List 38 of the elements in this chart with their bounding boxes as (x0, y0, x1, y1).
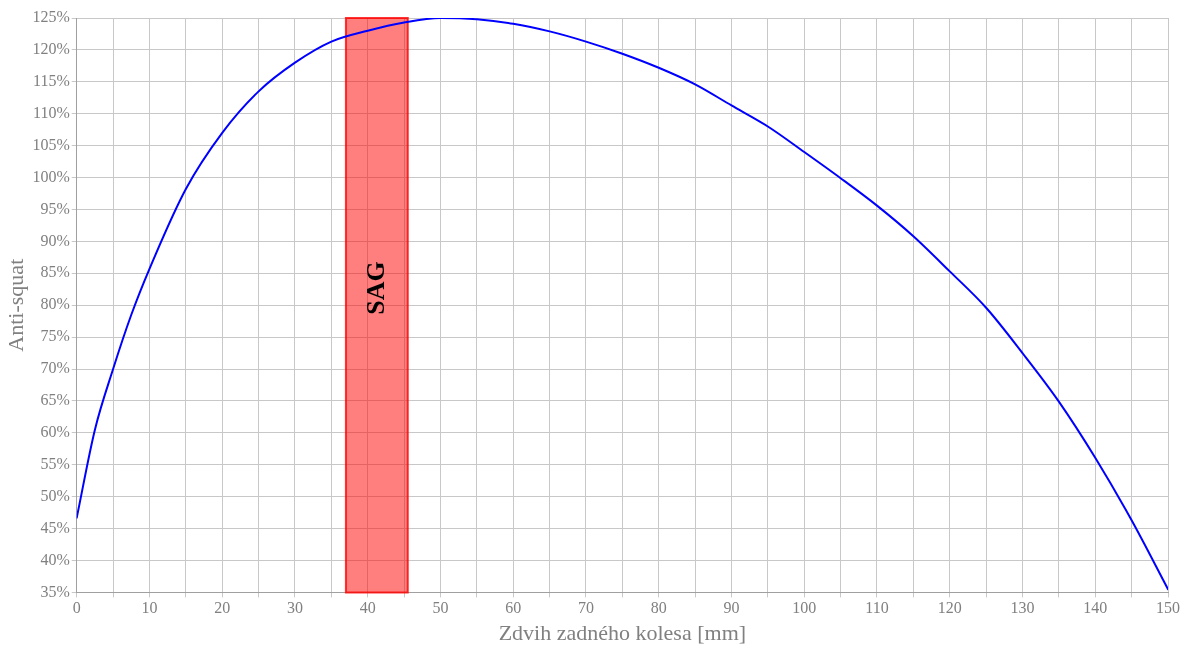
x-tick-label: 40 (359, 599, 376, 617)
y-tick-label: 45% (40, 518, 70, 536)
x-tick-label: 70 (577, 599, 594, 617)
x-tick-label: 110 (865, 599, 889, 617)
x-tick-label: 140 (1083, 599, 1108, 617)
y-tick-label: 100% (32, 167, 70, 185)
y-tick-label: 55% (40, 454, 70, 472)
y-tick-label: 60% (40, 423, 70, 441)
y-tick-label: 125% (32, 8, 70, 26)
y-tick-label: 75% (40, 327, 70, 345)
x-tick-label: 30 (286, 599, 303, 617)
y-tick-label: 70% (40, 359, 70, 377)
y-tick-label: 80% (40, 295, 70, 313)
x-tick-label: 20 (214, 599, 231, 617)
y-tick-label: 95% (40, 199, 70, 217)
x-axis-title: Zdvih zadného kolesa [mm] (498, 619, 747, 645)
x-tick-label: 90 (723, 599, 740, 617)
x-tick-label: 150 (1156, 599, 1180, 617)
y-tick-label: 105% (32, 135, 70, 153)
x-tick-label: 60 (505, 599, 522, 617)
y-tick-label: 35% (40, 582, 70, 600)
y-tick-label: 65% (40, 391, 70, 409)
x-tick-label: 100 (792, 599, 817, 617)
y-tick-label: 110% (32, 103, 70, 121)
y-tick-label: 120% (32, 40, 70, 58)
y-tick-label: 40% (40, 550, 70, 568)
band-label: SAG (360, 261, 390, 315)
x-tick-label: 0 (72, 599, 81, 617)
x-tick-label: 120 (937, 599, 962, 617)
y-axis-title: Anti-squat (2, 258, 28, 352)
x-tick-label: 80 (650, 599, 667, 617)
y-tick-label: 85% (40, 263, 70, 281)
x-tick-label: 130 (1010, 599, 1035, 617)
y-tick-label: 50% (40, 486, 70, 504)
x-tick-label: 50 (432, 599, 449, 617)
y-tick-label: 90% (40, 231, 70, 249)
x-tick-label: 10 (141, 599, 158, 617)
y-tick-label: 115% (32, 72, 70, 90)
